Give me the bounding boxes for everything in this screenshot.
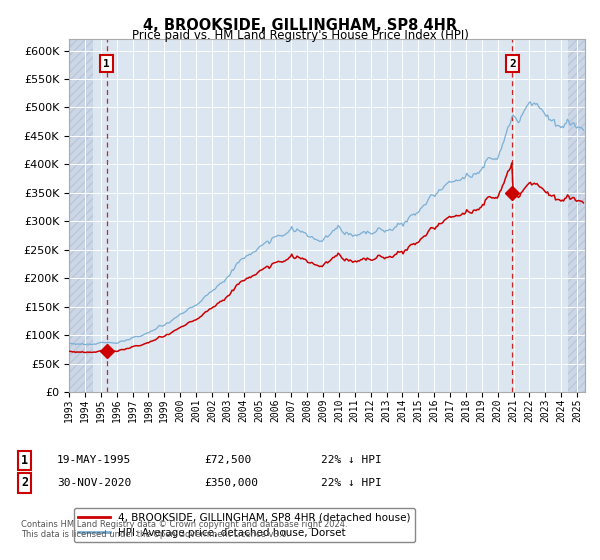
Text: 22% ↓ HPI: 22% ↓ HPI xyxy=(321,478,382,488)
Text: 30-NOV-2020: 30-NOV-2020 xyxy=(57,478,131,488)
Text: Contains HM Land Registry data © Crown copyright and database right 2024.
This d: Contains HM Land Registry data © Crown c… xyxy=(21,520,347,539)
Text: 1: 1 xyxy=(21,454,28,467)
Bar xyxy=(69,39,93,392)
Text: 22% ↓ HPI: 22% ↓ HPI xyxy=(321,455,382,465)
Text: 4, BROOKSIDE, GILLINGHAM, SP8 4HR: 4, BROOKSIDE, GILLINGHAM, SP8 4HR xyxy=(143,18,457,33)
Text: 2: 2 xyxy=(509,59,515,69)
Text: 2: 2 xyxy=(21,476,28,489)
Bar xyxy=(568,39,585,392)
Text: 1: 1 xyxy=(103,59,110,69)
Text: Price paid vs. HM Land Registry's House Price Index (HPI): Price paid vs. HM Land Registry's House … xyxy=(131,29,469,42)
Legend: 4, BROOKSIDE, GILLINGHAM, SP8 4HR (detached house), HPI: Average price, detached: 4, BROOKSIDE, GILLINGHAM, SP8 4HR (detac… xyxy=(74,508,415,542)
Text: 19-MAY-1995: 19-MAY-1995 xyxy=(57,455,131,465)
Text: £72,500: £72,500 xyxy=(204,455,251,465)
Text: £350,000: £350,000 xyxy=(204,478,258,488)
